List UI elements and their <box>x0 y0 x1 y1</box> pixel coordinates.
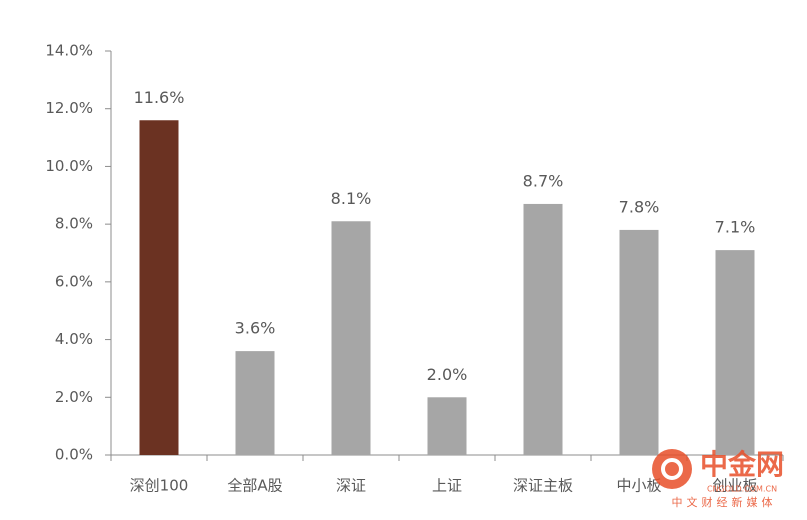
y-tick-label: 12.0% <box>45 99 93 117</box>
y-tick-label: 0.0% <box>55 446 93 464</box>
value-label: 7.1% <box>715 218 756 237</box>
x-tick-label: 上证 <box>432 477 462 495</box>
y-tick-label: 10.0% <box>45 157 93 175</box>
y-tick-label: 4.0% <box>55 330 93 348</box>
x-tick-label: 全部A股 <box>227 477 282 495</box>
y-tick-label: 6.0% <box>55 272 93 290</box>
value-label: 11.6% <box>134 88 185 107</box>
value-label: 2.0% <box>427 365 468 384</box>
bar <box>235 351 275 455</box>
value-label: 8.7% <box>523 171 564 190</box>
x-tick-label: 创业板 <box>712 477 757 495</box>
y-tick-label: 2.0% <box>55 388 93 406</box>
y-tick-label: 14.0% <box>45 42 93 60</box>
bar <box>715 250 755 455</box>
value-label: 3.6% <box>235 319 276 338</box>
y-tick-label: 8.0% <box>55 215 93 233</box>
watermark-site: CNGOLD.COM.CN <box>707 485 777 494</box>
value-label: 7.8% <box>619 197 660 216</box>
watermark-logo-inner <box>661 458 683 480</box>
watermark-name: 中金网 <box>700 448 784 481</box>
bar <box>619 229 659 455</box>
value-label: 8.1% <box>331 189 372 208</box>
bar <box>427 397 467 455</box>
x-tick-label: 深创100 <box>130 477 189 495</box>
bar <box>331 221 371 455</box>
watermark-logo <box>652 449 692 489</box>
x-tick-label: 深证主板 <box>513 477 573 495</box>
watermark-tagline: 中文财经新媒体 <box>672 495 777 509</box>
x-tick-label: 中小板 <box>616 477 661 495</box>
bar <box>139 120 179 455</box>
watermark: 中金网 CNGOLD.COM.CN 中文财经新媒体 <box>652 448 784 509</box>
bar <box>523 203 563 455</box>
x-tick-label: 深证 <box>336 477 366 495</box>
